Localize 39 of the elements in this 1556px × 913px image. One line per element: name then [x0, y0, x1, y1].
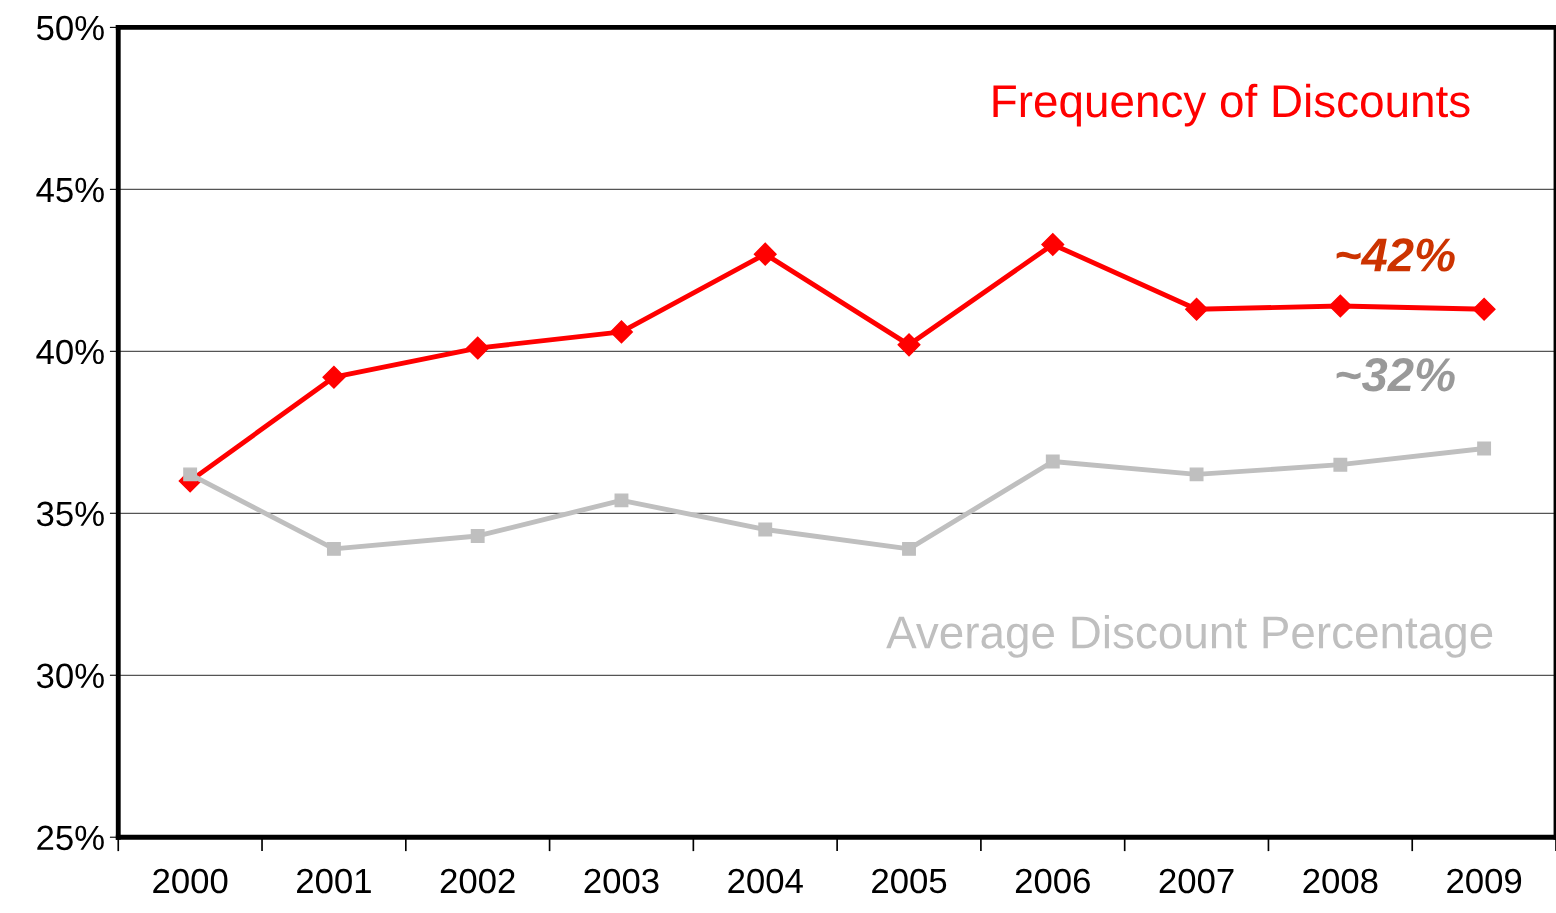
point — [897, 333, 921, 357]
x-tick-label: 2002 — [440, 868, 515, 894]
x-tick-label: 2003 — [584, 868, 659, 894]
x-tick-label: 2009 — [1447, 868, 1522, 894]
point — [1185, 297, 1209, 321]
x-tick-label: 2005 — [872, 868, 947, 894]
y-tick-label: 25% — [37, 825, 104, 851]
point — [1045, 454, 1060, 469]
point — [1472, 297, 1496, 321]
annotation: ~32% — [1336, 358, 1455, 392]
point — [758, 522, 773, 537]
y-tick-label: 35% — [36, 501, 104, 527]
x-tick-label: 2004 — [728, 868, 803, 894]
y-tick-label: 45% — [36, 177, 104, 203]
annotation: ~42% — [1336, 238, 1455, 272]
point — [609, 320, 633, 344]
x-tick-label: 2001 — [297, 868, 371, 894]
point — [1189, 467, 1204, 482]
point — [1477, 441, 1492, 456]
point — [614, 493, 629, 508]
point — [1328, 294, 1352, 318]
x-tick-label: 2008 — [1303, 868, 1378, 894]
x-tick-label: 2006 — [1015, 868, 1090, 894]
x-tick-label: 2000 — [153, 868, 228, 894]
point — [753, 242, 777, 266]
y-tick-label: 50% — [36, 15, 104, 41]
text: Frequency of Discounts — [993, 83, 1470, 127]
series-label: Average Discount Percentage — [886, 615, 1493, 658]
y-tick-label: 40% — [36, 339, 104, 365]
point — [1333, 457, 1348, 472]
point — [326, 541, 341, 556]
point — [902, 541, 916, 556]
point — [466, 336, 490, 360]
point — [183, 467, 198, 482]
y-tick-label: 30% — [36, 663, 104, 689]
point — [322, 365, 346, 389]
point — [470, 529, 485, 543]
point — [1041, 232, 1065, 256]
x-tick-label: 2007 — [1159, 868, 1234, 894]
